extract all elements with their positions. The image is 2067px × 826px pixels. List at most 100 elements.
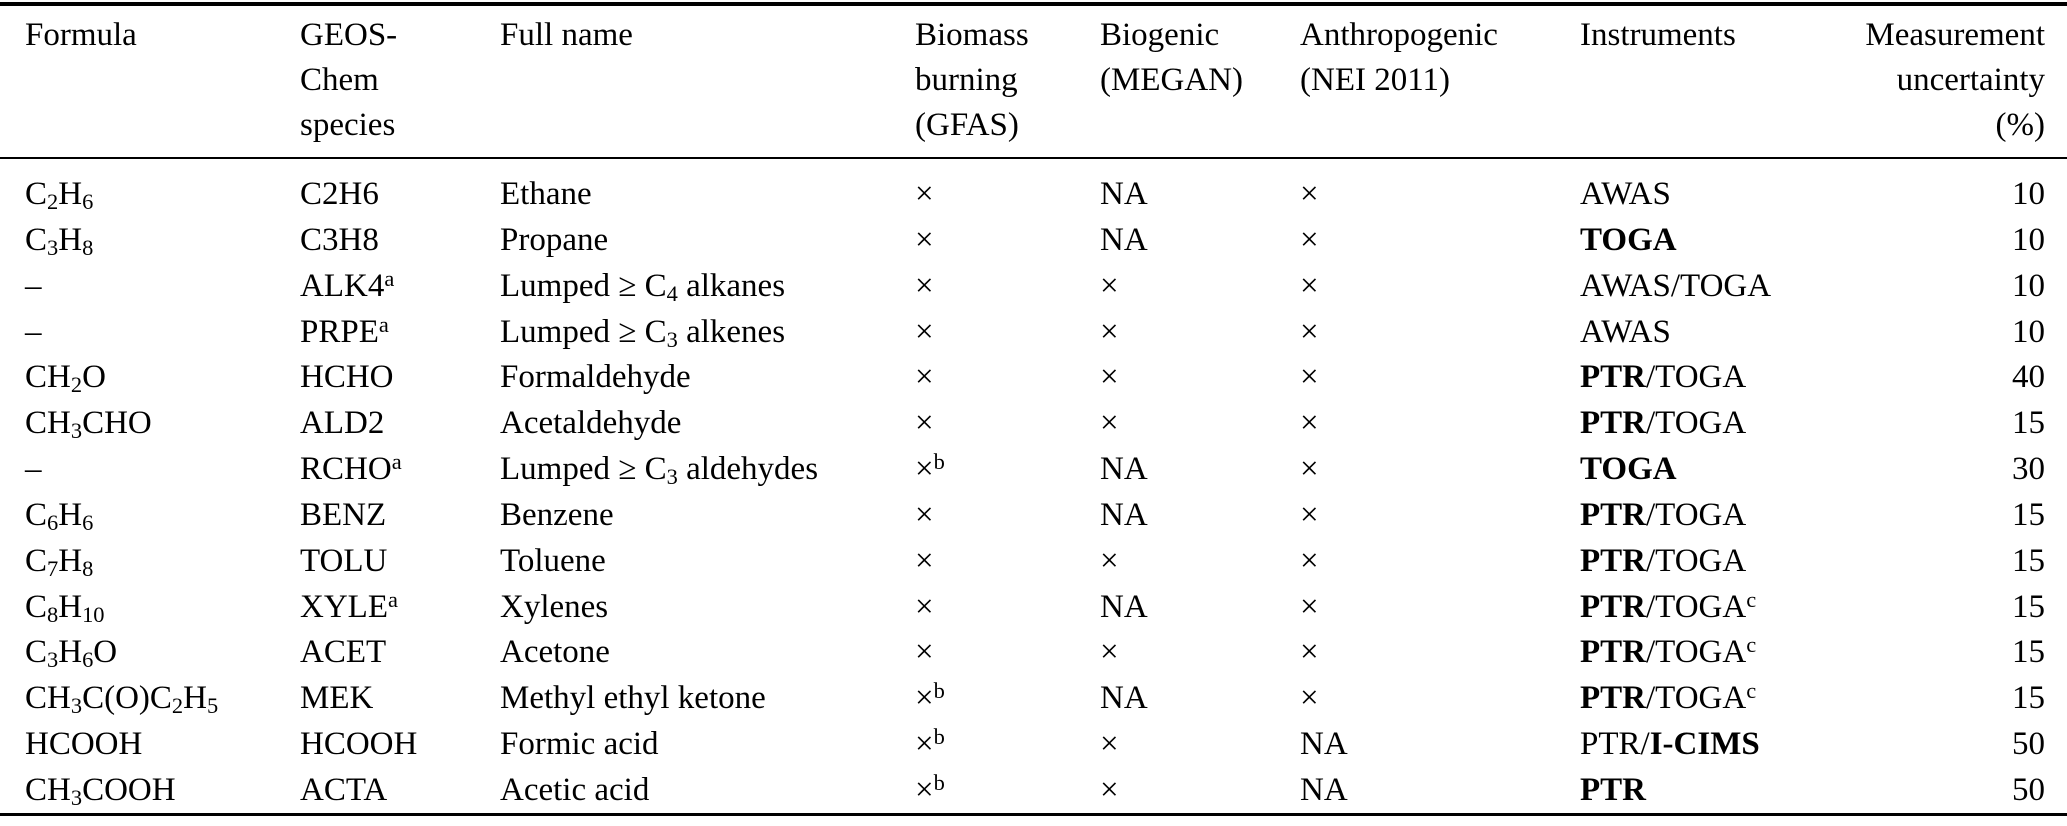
cell-uncertainty: 50 [2012, 726, 2045, 763]
cell-biogenic: NA [1100, 588, 1148, 625]
cell-full-name: Formaldehyde [500, 359, 691, 396]
cell-biogenic: × [1100, 726, 1119, 763]
table-row: C6H6 BENZ Benzene × NA × PTR/TOGA 15 [25, 493, 2045, 539]
cell-full-name: Acetic acid [500, 771, 650, 808]
table-row: CH3COOH ACTA Acetic acid ×b × NA PTR 50 [25, 768, 2045, 814]
cell-uncertainty: 10 [2012, 221, 2045, 258]
cell-biogenic: NA [1100, 221, 1148, 258]
cell-formula: – [25, 267, 42, 304]
cell-instruments: TOGA [1580, 451, 1677, 488]
cell-formula: C2H6 [25, 176, 94, 214]
cell-instruments: PTR/TOGAc [1580, 586, 1757, 625]
cell-biomass: × [915, 267, 934, 304]
cell-species: HCHO [300, 359, 394, 396]
cell-uncertainty: 30 [2012, 451, 2045, 488]
column-header-biogenic: Biogenic (MEGAN) [1100, 17, 1243, 98]
column-header-biomass: Biomass burning (GFAS) [915, 17, 1029, 143]
cell-biomass: × [915, 405, 934, 442]
cell-biomass: ×b [915, 769, 945, 808]
cell-formula: – [25, 313, 42, 350]
cell-anthropogenic: NA [1300, 771, 1348, 808]
cell-instruments: AWAS/TOGA [1580, 267, 1772, 304]
cell-species: C3H8 [300, 221, 379, 258]
cell-species: MEK [300, 680, 374, 717]
cell-uncertainty: 15 [2012, 680, 2045, 717]
cell-anthropogenic: NA [1300, 726, 1348, 763]
cell-species: BENZ [300, 496, 387, 533]
cell-biogenic: NA [1100, 451, 1148, 488]
table-row: C3H6O ACET Acetone × × × PTR/TOGAc 15 [25, 630, 2045, 676]
cell-full-name: Propane [500, 221, 609, 258]
table-row: C3H8 C3H8 Propane × NA × TOGA 10 [25, 218, 2045, 264]
column-header-formula: Formula [25, 17, 137, 53]
cell-species: ALD2 [300, 405, 385, 442]
cell-uncertainty: 15 [2012, 405, 2045, 442]
cell-biogenic: × [1100, 405, 1119, 442]
cell-uncertainty: 10 [2012, 267, 2045, 304]
cell-biogenic: × [1100, 634, 1119, 671]
cell-formula: HCOOH [25, 726, 143, 763]
cell-formula: CH3COOH [25, 771, 176, 810]
cell-species: XYLEa [300, 586, 398, 625]
cell-full-name: Lumped ≥ C4 alkanes [500, 267, 786, 306]
table-bottom-rule [0, 813, 2067, 816]
cell-uncertainty: 10 [2012, 313, 2045, 350]
table-top-rule [0, 2, 2067, 6]
cell-uncertainty: 50 [2012, 771, 2045, 808]
cell-biomass: × [915, 588, 934, 625]
column-header-anthropogenic: Anthropogenic (NEI 2011) [1300, 17, 1498, 98]
table-row: – RCHOa Lumped ≥ C3 aldehydes ×b NA × TOGA 30 [25, 447, 2045, 493]
cell-biomass: × [915, 542, 934, 579]
cell-full-name: Benzene [500, 496, 614, 533]
table-body: C2H6 C2H6 Ethane × NA × AWAS 10 C3H8 C3H8 Propane ×… [25, 172, 2045, 814]
column-header-instruments: Instruments [1580, 17, 1736, 53]
table-row: C8H10 XYLEa Xylenes × NA × PTR/TOGAc 15 [25, 585, 2045, 631]
cell-species: C2H6 [300, 176, 379, 212]
cell-anthropogenic: × [1300, 680, 1319, 717]
cell-biogenic: × [1100, 313, 1119, 350]
cell-anthropogenic: × [1300, 405, 1319, 442]
cell-biogenic: × [1100, 359, 1119, 396]
cell-full-name: Lumped ≥ C3 alkenes [500, 313, 786, 352]
cell-biogenic: NA [1100, 496, 1148, 533]
cell-anthropogenic: × [1300, 313, 1319, 350]
cell-formula: C7H8 [25, 542, 94, 581]
cell-anthropogenic: × [1300, 634, 1319, 671]
cell-species: TOLU [300, 542, 388, 579]
cell-instruments: PTR/TOGA [1580, 496, 1747, 533]
cell-full-name: Acetone [500, 634, 610, 671]
cell-biogenic: × [1100, 267, 1119, 304]
cell-biomass: × [915, 221, 934, 258]
cell-biomass: × [915, 176, 934, 212]
cell-formula: C6H6 [25, 496, 94, 535]
cell-biogenic: NA [1100, 176, 1148, 212]
cell-anthropogenic: × [1300, 451, 1319, 488]
cell-biomass: ×b [915, 724, 945, 763]
table-row: HCOOH HCOOH Formic acid ×b × NA PTR/I-CIMS 50 [25, 722, 2045, 768]
cell-uncertainty: 15 [2012, 496, 2045, 533]
cell-formula: C3H6O [25, 634, 118, 673]
table-row: – ALK4a Lumped ≥ C4 alkanes × × × AWAS/TOGA 10 [25, 264, 2045, 310]
cell-instruments: PTR/TOGA [1580, 542, 1747, 579]
cell-formula: – [25, 451, 42, 488]
table-row: C2H6 C2H6 Ethane × NA × AWAS 10 [25, 172, 2045, 218]
cell-instruments: PTR/TOGAc [1580, 632, 1757, 671]
cell-formula: CH3C(O)C2H5 [25, 680, 219, 719]
cell-uncertainty: 40 [2012, 359, 2045, 396]
table-row: – PRPEa Lumped ≥ C3 alkenes × × × AWAS 10 [25, 310, 2045, 356]
cell-species: ALK4a [300, 265, 395, 304]
cell-anthropogenic: × [1300, 176, 1319, 212]
cell-instruments: AWAS [1580, 176, 1671, 212]
cell-anthropogenic: × [1300, 496, 1319, 533]
cell-biogenic: NA [1100, 680, 1148, 717]
cell-full-name: Acetaldehyde [500, 405, 682, 442]
cell-formula: C8H10 [25, 588, 105, 627]
cell-uncertainty: 15 [2012, 588, 2045, 625]
cell-uncertainty: 15 [2012, 634, 2045, 671]
cell-full-name: Lumped ≥ C3 aldehydes [500, 451, 819, 489]
cell-biomass: × [915, 359, 934, 396]
column-header-full-name: Full name [500, 17, 633, 53]
cell-formula: CH3CHO [25, 405, 152, 444]
cell-full-name: Xylenes [500, 588, 609, 625]
